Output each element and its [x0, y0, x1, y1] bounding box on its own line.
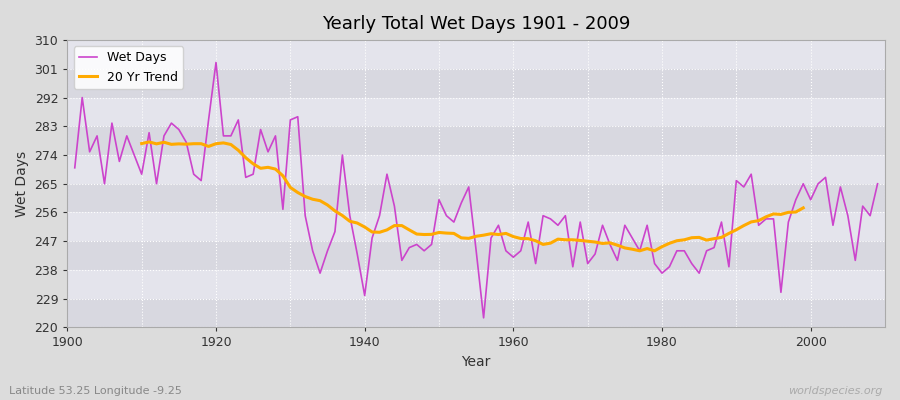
Bar [68, 155, 885, 184]
20 Yr Trend [783, 210, 794, 215]
Wet Days [516, 248, 526, 253]
Wet Days [129, 153, 140, 158]
Wet Days [345, 213, 356, 218]
Bar [68, 40, 885, 69]
Wet Days [523, 220, 534, 224]
20 Yr Trend [605, 240, 616, 245]
Wet Days [69, 166, 80, 170]
Bar [68, 98, 885, 126]
Bar [68, 69, 885, 98]
Y-axis label: Wet Days: Wet Days [15, 151, 29, 217]
Line: 20 Yr Trend: 20 Yr Trend [141, 142, 803, 251]
20 Yr Trend [701, 238, 712, 242]
Bar [68, 241, 885, 270]
Title: Yearly Total Wet Days 1901 - 2009: Yearly Total Wet Days 1901 - 2009 [322, 15, 630, 33]
Text: Latitude 53.25 Longitude -9.25: Latitude 53.25 Longitude -9.25 [9, 386, 182, 396]
Wet Days [612, 258, 623, 263]
20 Yr Trend [634, 248, 645, 253]
Bar [68, 212, 885, 241]
20 Yr Trend [797, 206, 808, 210]
Bar [68, 299, 885, 328]
Line: Wet Days: Wet Days [75, 62, 878, 318]
Legend: Wet Days, 20 Yr Trend: Wet Days, 20 Yr Trend [74, 46, 184, 89]
Bar [68, 126, 885, 155]
20 Yr Trend [233, 148, 244, 153]
Text: worldspecies.org: worldspecies.org [788, 386, 882, 396]
Bar [68, 184, 885, 212]
X-axis label: Year: Year [462, 355, 490, 369]
Wet Days [872, 181, 883, 186]
20 Yr Trend [136, 141, 147, 146]
Wet Days [300, 213, 310, 218]
Bar [68, 270, 885, 299]
Wet Days [211, 60, 221, 65]
20 Yr Trend [144, 140, 155, 144]
20 Yr Trend [345, 219, 356, 224]
Wet Days [478, 316, 489, 320]
20 Yr Trend [716, 235, 727, 240]
